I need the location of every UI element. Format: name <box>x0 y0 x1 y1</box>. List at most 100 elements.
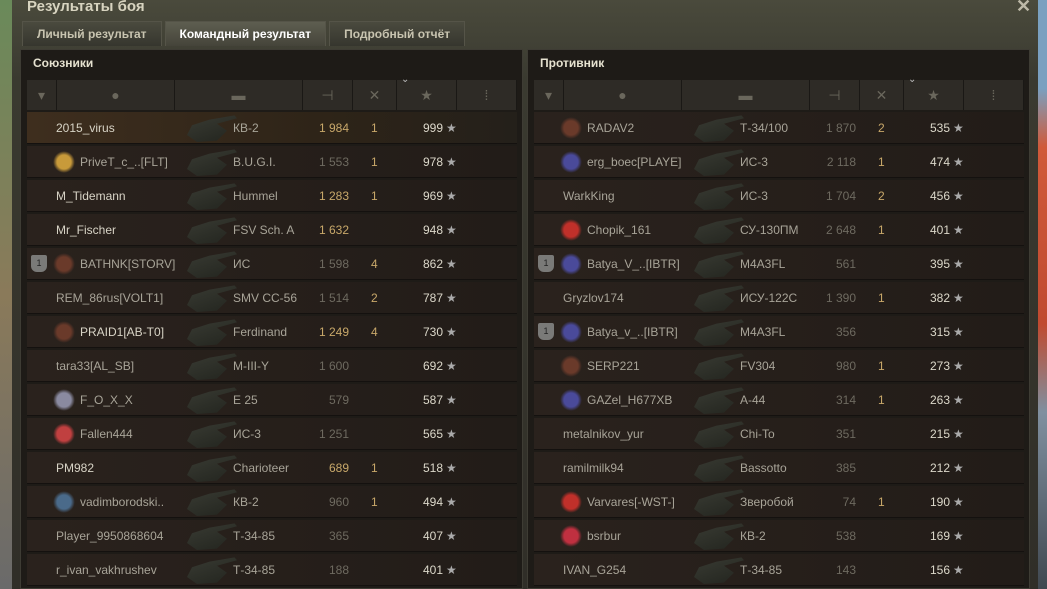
player-row[interactable]: WarkKing ИС-3 1 704 2 456 ★ <box>534 180 1024 212</box>
xp-column-header[interactable]: ★ ⌄ <box>904 74 964 110</box>
player-name[interactable]: ramilmilk94 <box>563 461 624 475</box>
vehicle-icon <box>694 251 744 278</box>
player-name[interactable]: RADAV2 <box>587 121 635 135</box>
player-name[interactable]: Fallen444 <box>80 427 133 441</box>
player-row[interactable]: PriveT_c_..[FLT] B.U.G.I. 1 553 1 978 ★ <box>27 146 517 178</box>
damage-value: 314 <box>835 393 856 407</box>
player-row[interactable]: PRAID1[AB-T0] Ferdinand 1 249 4 730 ★ <box>27 316 517 348</box>
rank-badge-icon: 1 <box>31 255 47 272</box>
player-name[interactable]: tara33[AL_SB] <box>56 359 135 373</box>
medal-column-header[interactable]: ⁞ <box>964 80 1024 110</box>
player-name[interactable]: BATHNK[STORV] <box>80 257 176 271</box>
player-row[interactable]: 2015_virus КВ-2 1 984 1 999 ★ <box>27 112 517 144</box>
damage-icon: ⊣ <box>828 86 841 103</box>
player-row[interactable]: r_ivan_vakhrushev Т-34-85 188 401 ★ <box>27 554 517 586</box>
player-name[interactable]: PM982 <box>56 461 95 475</box>
player-name[interactable]: Batya_V_..[IBTR] <box>587 257 680 271</box>
damage-column-header[interactable]: ⊣ <box>810 80 860 110</box>
vehicle-icon <box>187 115 237 142</box>
player-row[interactable]: ramilmilk94 Bassotto 385 212 ★ <box>534 452 1024 484</box>
xp-column-header[interactable]: ★ ⌄ <box>397 74 457 110</box>
player-row[interactable]: erg_boec[PLAYE] ИС-3 2 118 1 474 ★ <box>534 146 1024 178</box>
vehicle-icon <box>187 421 237 448</box>
damage-column-header[interactable]: ⊣ <box>303 80 353 110</box>
player-row[interactable]: Chopik_161 СУ-130ПМ 2 648 1 401 ★ <box>534 214 1024 246</box>
player-row[interactable]: Fallen444 ИС-3 1 251 565 ★ <box>27 418 517 450</box>
player-name[interactable]: Mr_Fischer <box>56 223 117 237</box>
tab-bar: Личный результат Командный результат Под… <box>22 21 466 46</box>
player-row[interactable]: M_Tidemann Hummel 1 283 1 969 ★ <box>27 180 517 212</box>
vehicle-icon <box>187 285 237 312</box>
tab-team[interactable]: Командный результат <box>164 21 327 46</box>
vehicle-column-header[interactable]: ▬ <box>682 80 810 110</box>
player-row[interactable]: 1 BATHNK[STORV] ИС 1 598 4 862 ★ <box>27 248 517 280</box>
player-row[interactable]: PM982 Charioteer 689 1 518 ★ <box>27 452 517 484</box>
xp-value: 978 <box>422 155 443 169</box>
frags-column-header[interactable]: ✕ <box>353 80 397 110</box>
player-name[interactable]: Batya_v_..[IBTR] <box>587 325 678 339</box>
player-name[interactable]: PRAID1[AB-T0] <box>80 325 165 339</box>
player-name[interactable]: IVAN_G254 <box>563 563 627 577</box>
damage-value: 1 390 <box>825 291 856 305</box>
player-row[interactable]: tara33[AL_SB] M-III-Y 1 600 692 ★ <box>27 350 517 382</box>
player-row[interactable]: IVAN_G254 Т-34-85 143 156 ★ <box>534 554 1024 586</box>
player-row[interactable]: bsrbur КВ-2 538 169 ★ <box>534 520 1024 552</box>
enemies-panel: Противник ▾ ● ▬ ⊣ ✕ ★ ⌄ ⁞ RADAV2 Т-34/100 1 870 2 53… <box>527 49 1030 589</box>
player-row[interactable]: F_O_X_X E 25 579 587 ★ <box>27 384 517 416</box>
player-row[interactable]: RADAV2 Т-34/100 1 870 2 535 ★ <box>534 112 1024 144</box>
star-icon: ★ <box>953 495 964 509</box>
player-name[interactable]: F_O_X_X <box>80 393 133 407</box>
player-name[interactable]: r_ivan_vakhrushev <box>56 563 157 577</box>
player-name[interactable]: Gryzlov174 <box>563 291 624 305</box>
tab-personal[interactable]: Личный результат <box>22 21 162 46</box>
player-row[interactable]: 1 Batya_v_..[IBTR] M4A3FL 356 315 ★ <box>534 316 1024 348</box>
player-column-header[interactable]: ● <box>564 80 682 110</box>
player-name[interactable]: metalnikov_yur <box>563 427 644 441</box>
player-row[interactable]: REM_86rus[VOLT1] SMV CC-56 1 514 2 787 ★ <box>27 282 517 314</box>
xp-value: 263 <box>929 393 950 407</box>
rank-column-header[interactable]: ▾ <box>27 80 57 110</box>
player-row[interactable]: vadimborodski.. КВ-2 960 1 494 ★ <box>27 486 517 518</box>
star-icon: ★ <box>953 291 964 305</box>
player-name[interactable]: 2015_virus <box>56 121 115 135</box>
tab-detailed[interactable]: Подробный отчёт <box>329 21 466 46</box>
damage-value: 538 <box>835 529 856 543</box>
player-name[interactable]: Chopik_161 <box>587 223 652 237</box>
player-name[interactable]: M_Tidemann <box>56 189 126 203</box>
table-header: ▾ ● ▬ ⊣ ✕ ★ ⌄ ⁞ <box>27 74 517 110</box>
vehicle-name: ИС-3 <box>740 155 768 169</box>
player-name[interactable]: bsrbur <box>587 529 622 543</box>
damage-value: 1 704 <box>825 189 856 203</box>
vehicle-icon <box>187 387 237 414</box>
player-name[interactable]: WarkKing <box>563 189 615 203</box>
player-row[interactable]: SERP221 FV304 980 1 273 ★ <box>534 350 1024 382</box>
frags-value: 2 <box>371 291 378 305</box>
player-row[interactable]: Mr_Fischer FSV Sch. A 1 632 948 ★ <box>27 214 517 246</box>
player-name[interactable]: REM_86rus[VOLT1] <box>56 291 164 305</box>
player-column-header[interactable]: ● <box>57 80 175 110</box>
rank-column-header[interactable]: ▾ <box>534 80 564 110</box>
player-name[interactable]: erg_boec[PLAYE] <box>587 155 682 169</box>
player-row[interactable]: 1 Batya_V_..[IBTR] M4A3FL 561 395 ★ <box>534 248 1024 280</box>
damage-value: 1 251 <box>318 427 349 441</box>
player-name[interactable]: GAZel_H677XB <box>587 393 673 407</box>
player-name[interactable]: PriveT_c_..[FLT] <box>80 155 168 169</box>
vehicle-name: Bassotto <box>740 461 787 475</box>
player-row[interactable]: metalnikov_yur Chi-To 351 215 ★ <box>534 418 1024 450</box>
star-icon: ★ <box>446 189 457 203</box>
player-row[interactable]: GAZel_H677XB A-44 314 1 263 ★ <box>534 384 1024 416</box>
xp-value: 862 <box>422 257 443 271</box>
player-row[interactable]: Gryzlov174 ИСУ-122С 1 390 1 382 ★ <box>534 282 1024 314</box>
player-name[interactable]: SERP221 <box>587 359 640 373</box>
player-row[interactable]: Player_9950868604 Т-34-85 365 407 ★ <box>27 520 517 552</box>
vehicle-column-header[interactable]: ▬ <box>175 80 303 110</box>
medal-column-header[interactable]: ⁞ <box>457 80 517 110</box>
player-name[interactable]: Varvares[-WST-] <box>587 495 675 509</box>
player-row[interactable]: Varvares[-WST-] Зверобой 74 1 190 ★ <box>534 486 1024 518</box>
player-name[interactable]: Player_9950868604 <box>56 529 164 543</box>
vehicle-name: Charioteer <box>233 461 290 475</box>
player-name[interactable]: vadimborodski.. <box>80 495 165 509</box>
achievement-badge-icon <box>53 423 75 445</box>
frags-column-header[interactable]: ✕ <box>860 80 904 110</box>
close-icon[interactable]: ✕ <box>1016 0 1032 16</box>
